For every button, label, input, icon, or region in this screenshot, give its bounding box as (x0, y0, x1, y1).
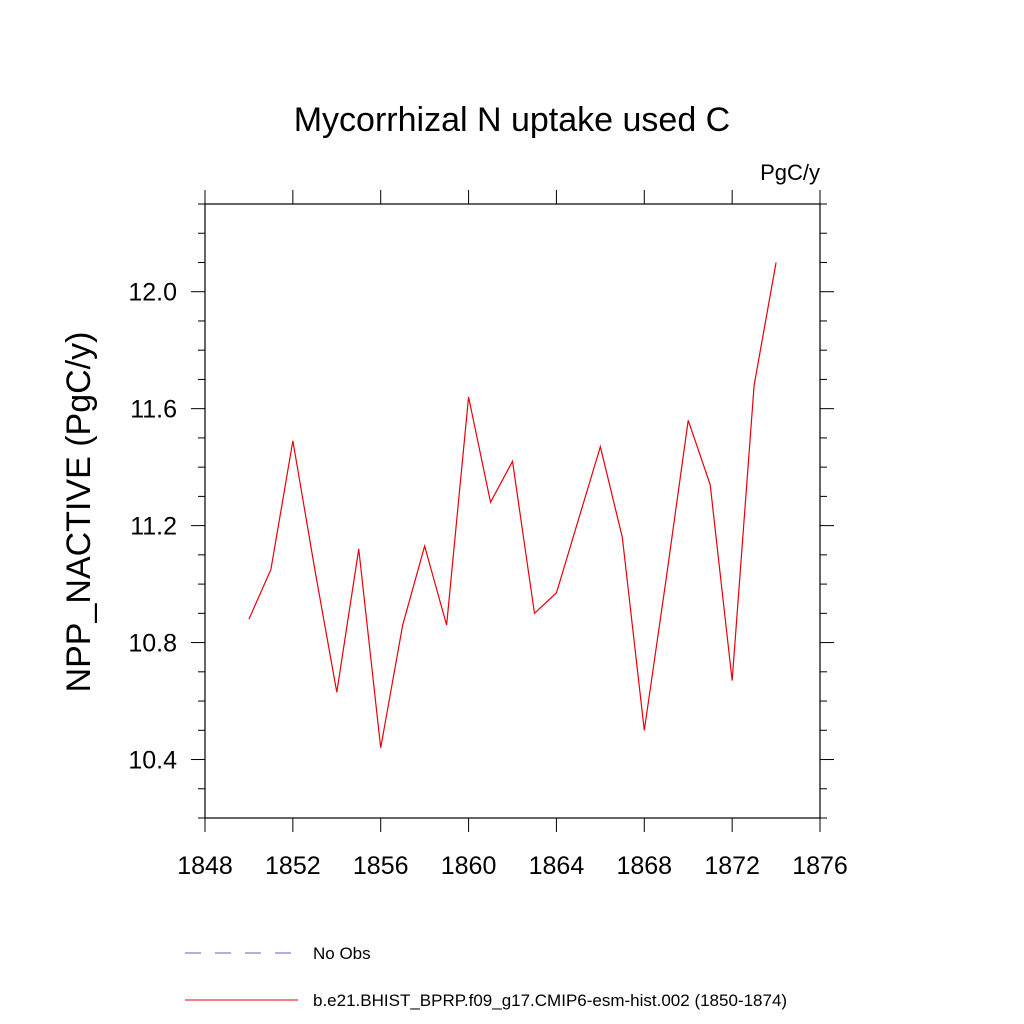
axis-ticks (191, 190, 834, 832)
legend-label-1: b.e21.BHIST_BPRP.f09_g17.CMIP6-esm-hist.… (313, 991, 787, 1010)
legend: No Obs b.e21.BHIST_BPRP.f09_g17.CMIP6-esm… (185, 944, 787, 1010)
legend-label-0: No Obs (313, 944, 371, 963)
axis-tick-labels: 1848 1852 1856 1860 1864 1868 1872 1876 10.4 10.8… (128, 279, 847, 880)
units-label: PgC/y (760, 160, 820, 185)
y-tick-label: 11.2 (130, 513, 177, 541)
y-tick-label: 10.8 (128, 630, 177, 658)
x-tick-label: 1860 (441, 852, 497, 880)
x-tick-label: 1852 (265, 852, 321, 880)
y-axis-label: NPP_NACTIVE (PgC/y) (60, 332, 98, 693)
y-tick-label: 12.0 (128, 279, 177, 307)
x-tick-label: 1864 (529, 852, 585, 880)
x-tick-label: 1848 (177, 852, 233, 880)
series-lines (248, 262, 777, 748)
x-tick-label: 1868 (616, 852, 672, 880)
plot-frame (204, 203, 821, 819)
chart-title: Mycorrhizal N uptake used C (294, 101, 731, 139)
y-tick-label: 10.4 (128, 747, 177, 775)
x-tick-label: 1876 (792, 852, 848, 880)
x-tick-label: 1856 (353, 852, 409, 880)
y-tick-label: 11.6 (130, 396, 177, 424)
x-tick-label: 1872 (704, 852, 760, 880)
series-line-0 (248, 262, 777, 748)
